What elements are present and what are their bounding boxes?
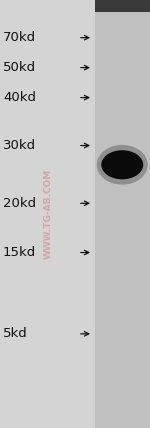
Bar	[95, 0, 150, 12]
Text: 40kd: 40kd	[3, 91, 36, 104]
Text: 30kd: 30kd	[3, 139, 36, 152]
Text: 20kd: 20kd	[3, 197, 36, 210]
Text: 15kd: 15kd	[3, 246, 36, 259]
Text: 50kd: 50kd	[3, 61, 36, 74]
Text: 70kd: 70kd	[3, 31, 36, 44]
Bar	[95, 0, 150, 428]
Text: WWW.TG-AB.COM: WWW.TG-AB.COM	[44, 169, 52, 259]
Text: 5kd: 5kd	[3, 327, 28, 340]
Ellipse shape	[97, 145, 148, 185]
Ellipse shape	[101, 150, 143, 179]
